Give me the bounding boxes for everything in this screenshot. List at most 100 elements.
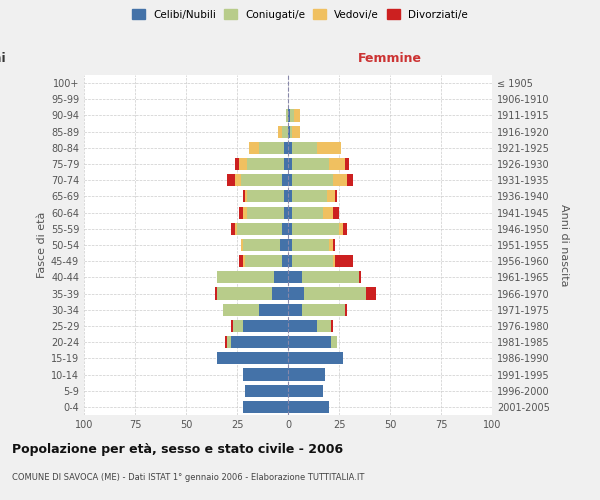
Bar [245,384,288,397]
Bar [243,255,288,268]
Bar [245,384,288,397]
Bar [288,126,300,138]
Bar [223,304,288,316]
Bar [288,288,365,300]
Bar [243,239,288,251]
Bar [288,304,345,316]
Bar [288,190,335,202]
Bar [288,368,325,380]
Bar [288,272,361,283]
Bar [239,206,288,218]
Legend: Celibi/Nubili, Coniugati/e, Vedovi/e, Divorziati/e: Celibi/Nubili, Coniugati/e, Vedovi/e, Di… [128,5,472,24]
Bar [288,206,333,218]
Bar [288,190,292,202]
Bar [288,222,343,235]
Bar [288,206,323,218]
Bar [243,401,288,413]
Bar [288,272,359,283]
Text: Femmine: Femmine [358,52,422,65]
Bar [288,174,292,186]
Bar [288,288,304,300]
Bar [288,288,376,300]
Bar [243,368,288,380]
Bar [243,368,288,380]
Bar [243,206,288,218]
Bar [274,272,288,283]
Bar [284,190,288,202]
Bar [288,158,292,170]
Bar [243,401,288,413]
Bar [217,352,288,364]
Bar [249,142,288,154]
Bar [288,352,343,364]
Bar [288,174,353,186]
Bar [288,368,325,380]
Bar [231,222,288,235]
Bar [288,126,292,138]
Bar [288,222,347,235]
Bar [215,288,288,300]
Bar [280,239,288,251]
Bar [217,352,288,364]
Bar [288,288,365,300]
Bar [288,222,292,235]
Bar [288,336,337,348]
Bar [217,272,288,283]
Text: Popolazione per età, sesso e stato civile - 2006: Popolazione per età, sesso e stato civil… [12,442,343,456]
Bar [217,352,288,364]
Bar [288,255,335,268]
Bar [217,288,288,300]
Bar [288,384,323,397]
Bar [288,320,333,332]
Bar [288,239,292,251]
Bar [288,320,331,332]
Bar [288,158,349,170]
Bar [288,126,290,138]
Bar [288,272,359,283]
Bar [288,320,331,332]
Bar [241,239,288,251]
Bar [288,384,323,397]
Bar [245,255,288,268]
Bar [217,272,288,283]
Bar [243,401,288,413]
Bar [225,336,288,348]
Bar [223,304,288,316]
Bar [288,352,343,364]
Bar [288,384,323,397]
Bar [288,239,335,251]
Bar [233,320,288,332]
Bar [288,174,333,186]
Bar [288,110,290,122]
Bar [288,239,333,251]
Bar [288,110,300,122]
Bar [288,142,341,154]
Bar [286,110,288,122]
Bar [286,110,288,122]
Bar [288,304,302,316]
Bar [288,336,337,348]
Bar [282,174,288,186]
Bar [288,401,329,413]
Bar [233,320,288,332]
Bar [288,206,292,218]
Bar [284,206,288,218]
Bar [288,142,341,154]
Bar [241,239,288,251]
Bar [288,158,329,170]
Text: COMUNE DI SAVOCA (ME) - Dati ISTAT 1° gennaio 2006 - Elaborazione TUTTITALIA.IT: COMUNE DI SAVOCA (ME) - Dati ISTAT 1° ge… [12,472,364,482]
Bar [282,126,288,138]
Bar [227,336,288,348]
Bar [288,190,337,202]
Bar [288,368,325,380]
Y-axis label: Fasce di età: Fasce di età [37,212,47,278]
Bar [243,368,288,380]
Bar [288,401,329,413]
Bar [217,352,288,364]
Bar [239,158,288,170]
Bar [231,320,288,332]
Y-axis label: Anni di nascita: Anni di nascita [559,204,569,286]
Bar [288,352,343,364]
Bar [239,255,288,268]
Bar [288,336,337,348]
